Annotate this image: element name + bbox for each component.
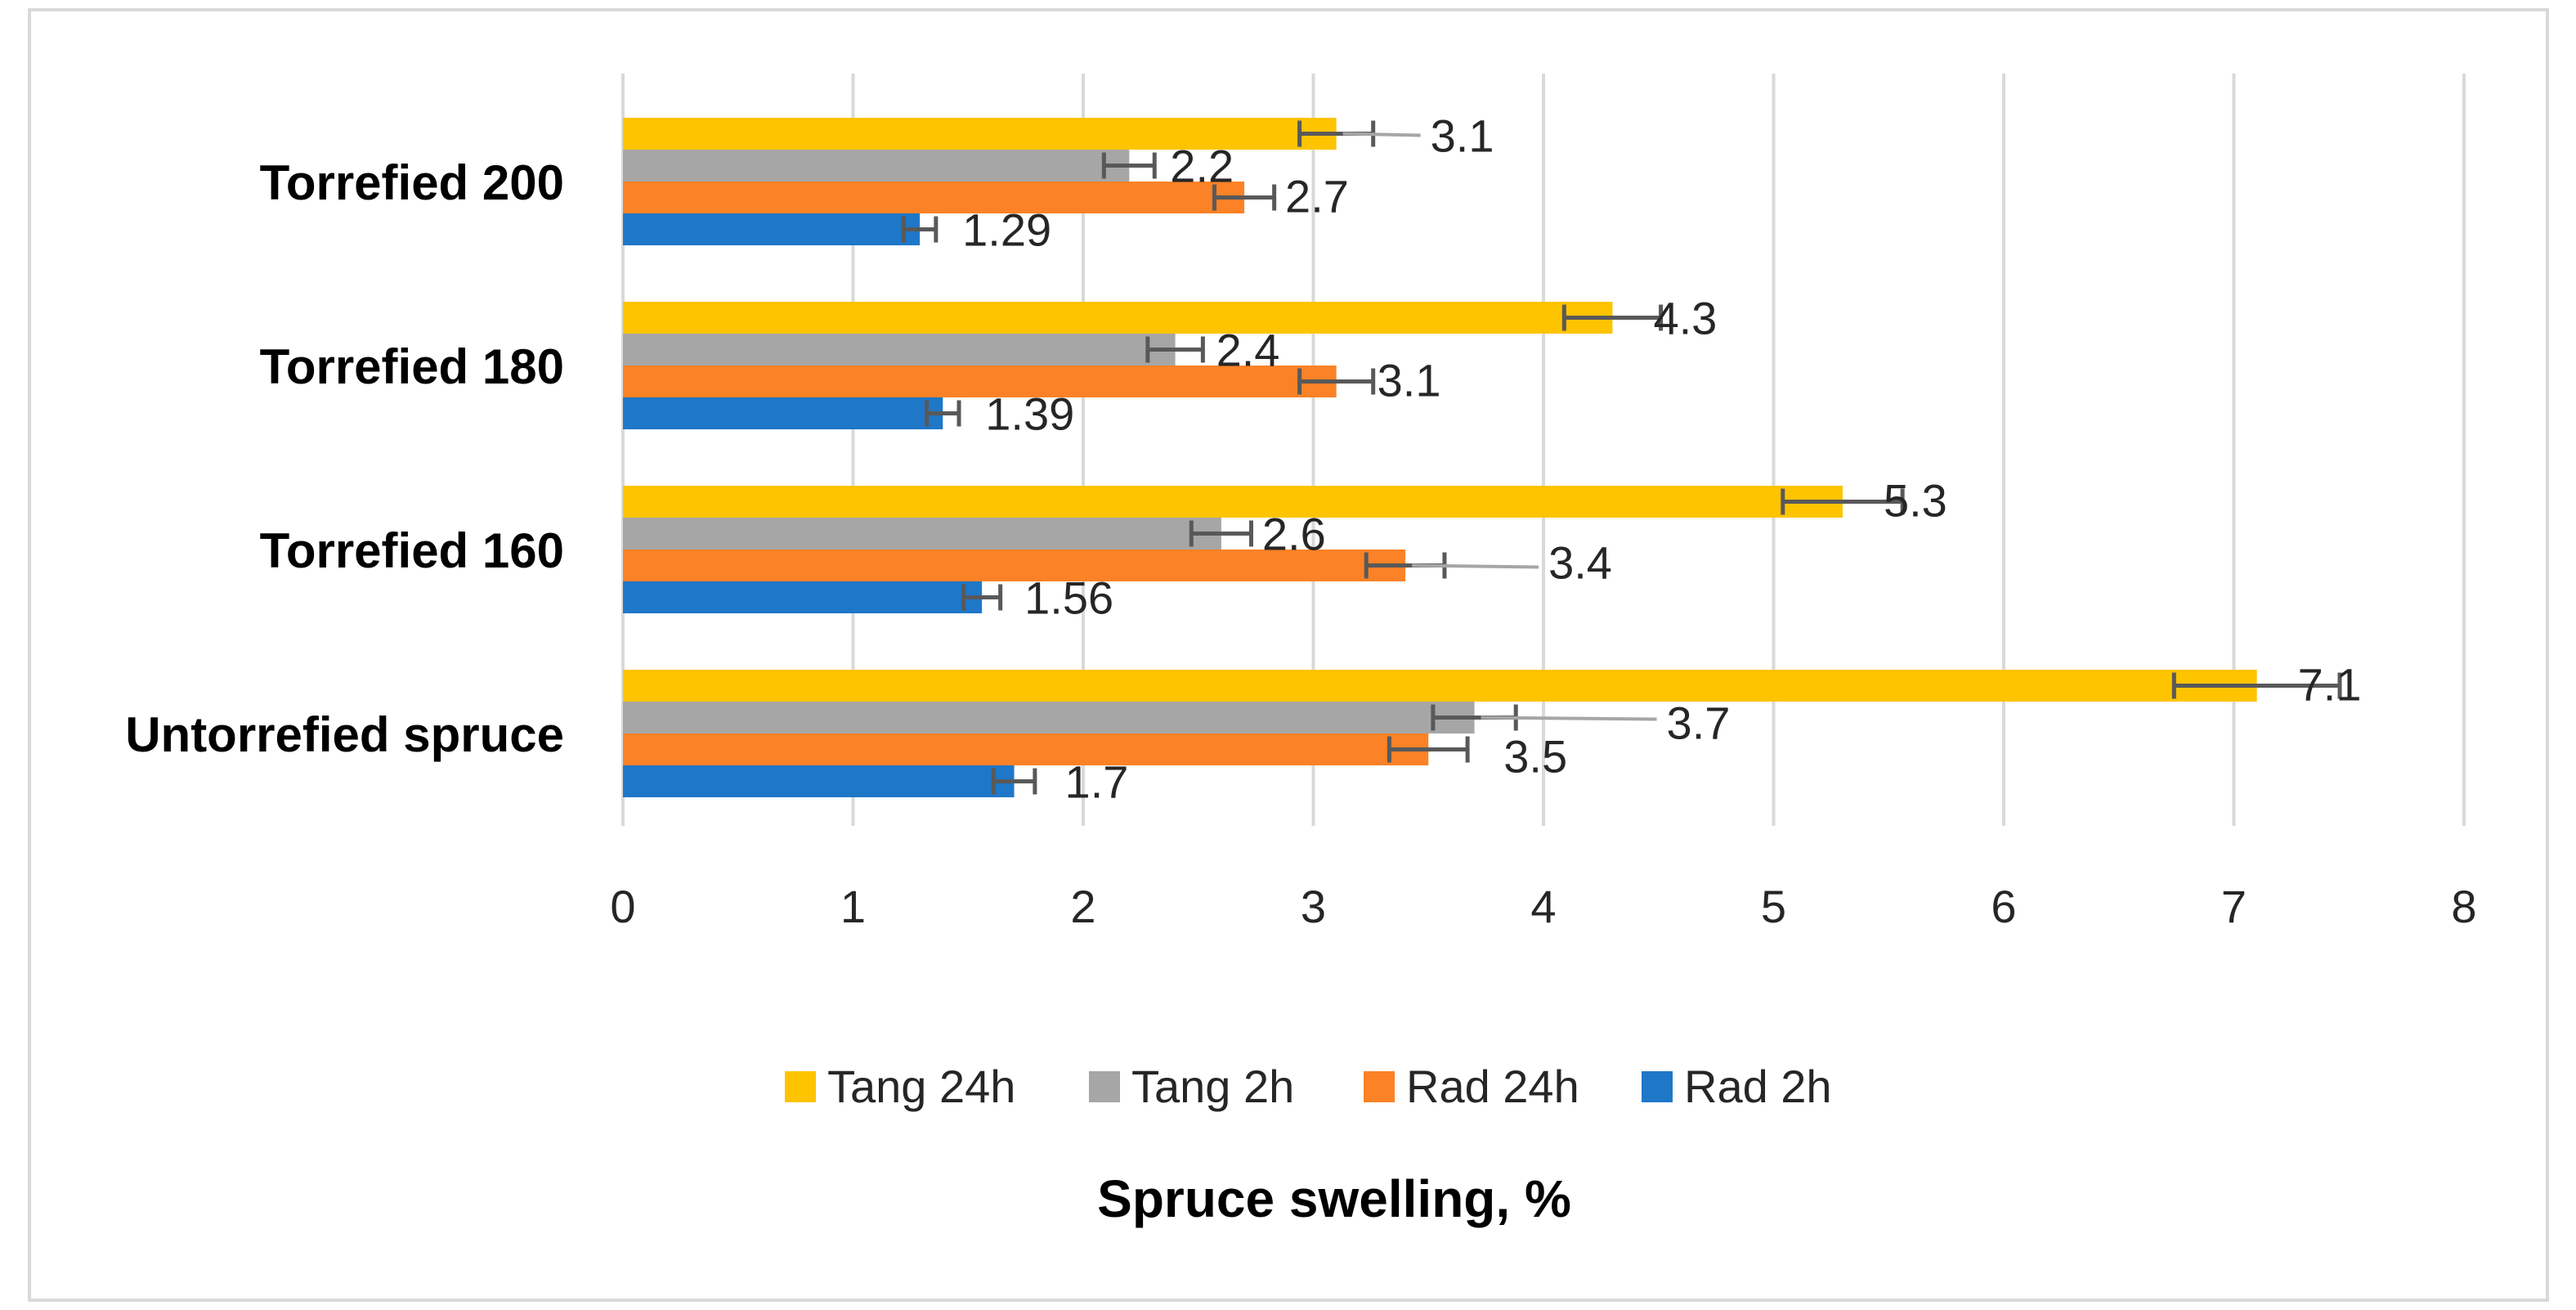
bar-tang-2h bbox=[623, 334, 1176, 366]
data-label: 4.3 bbox=[1653, 293, 1717, 344]
x-tick-label: 8 bbox=[2451, 881, 2476, 932]
bar-tang-2h bbox=[623, 150, 1130, 182]
category-label: Untorrefied spruce bbox=[125, 707, 564, 762]
bar-rad-2h bbox=[623, 581, 983, 613]
category-labels: Untorrefied spruce Torrefied 160 Torrefied… bbox=[125, 155, 564, 762]
bar-rad-2h bbox=[623, 765, 1015, 797]
bar-tang-2h bbox=[623, 702, 1475, 734]
legend-swatch bbox=[1364, 1071, 1395, 1102]
bar-rad-24h bbox=[623, 550, 1406, 581]
x-tick-label: 0 bbox=[610, 881, 635, 932]
x-tick-label: 3 bbox=[1301, 881, 1326, 932]
bar-rad-24h bbox=[623, 366, 1337, 397]
category-label: Torrefied 180 bbox=[260, 339, 564, 394]
label-leader-line bbox=[1412, 563, 1539, 569]
data-label: 2.4 bbox=[1216, 325, 1280, 376]
legend-swatch bbox=[785, 1071, 816, 1102]
label-leader-line bbox=[1342, 132, 1421, 137]
bar-tang-24h bbox=[623, 670, 2257, 702]
bar-tang-24h bbox=[623, 118, 1337, 150]
data-label: 3.1 bbox=[1378, 355, 1441, 406]
label-leader-lines bbox=[1342, 132, 1657, 721]
data-label: 3.1 bbox=[1431, 110, 1494, 162]
x-axis-title: Spruce swelling, % bbox=[1097, 1169, 1571, 1228]
data-label: 3.7 bbox=[1667, 698, 1731, 749]
x-tick-label: 5 bbox=[1761, 881, 1786, 932]
category-label: Torrefied 160 bbox=[260, 523, 564, 578]
legend-swatch bbox=[1089, 1071, 1120, 1102]
label-leader-line bbox=[1481, 716, 1657, 721]
data-label: 1.39 bbox=[985, 388, 1074, 440]
error-bars bbox=[901, 120, 2342, 795]
data-label: 5.3 bbox=[1884, 475, 1947, 527]
data-label: 2.7 bbox=[1285, 171, 1349, 222]
x-axis-tick-labels: 0 1 2 3 4 5 6 7 8 bbox=[610, 881, 2476, 932]
legend-label: Rad 24h bbox=[1406, 1061, 1579, 1112]
x-tick-label: 7 bbox=[2221, 881, 2247, 932]
legend-label: Tang 24h bbox=[827, 1061, 1015, 1112]
bar-tang-24h bbox=[623, 302, 1613, 334]
bar-rad-2h bbox=[623, 397, 943, 429]
legend-label: Tang 2h bbox=[1131, 1061, 1294, 1112]
x-tick-label: 1 bbox=[840, 881, 866, 932]
data-label: 2.2 bbox=[1170, 141, 1234, 192]
data-label: 3.4 bbox=[1548, 537, 1612, 589]
bar-rad-24h bbox=[623, 734, 1429, 765]
bar-rad-24h bbox=[623, 182, 1245, 213]
category-label: Torrefied 200 bbox=[260, 155, 564, 210]
legend-swatch bbox=[1642, 1071, 1673, 1102]
data-label: 3.5 bbox=[1503, 731, 1567, 783]
data-labels: 1.7 1.56 1.39 1.29 3.5 3.4 3.1 2.7 3.7 2.6 2.4 2.2 7… bbox=[962, 110, 2361, 808]
x-tick-label: 4 bbox=[1530, 881, 1556, 932]
chart-frame bbox=[28, 8, 2549, 1302]
x-tick-label: 2 bbox=[1070, 881, 1095, 932]
bar-tang-24h bbox=[623, 486, 1843, 518]
bars bbox=[623, 118, 2257, 797]
data-label: 1.29 bbox=[962, 204, 1051, 256]
x-tick-label: 6 bbox=[1991, 881, 2016, 932]
data-label: 7.1 bbox=[2298, 659, 2362, 711]
data-label: 1.56 bbox=[1024, 572, 1113, 624]
bar-tang-2h bbox=[623, 518, 1221, 550]
legend: Tang 24h Tang 2h Rad 24h Rad 2h bbox=[785, 1061, 1832, 1112]
legend-label: Rad 2h bbox=[1684, 1061, 1832, 1112]
data-label: 1.7 bbox=[1065, 756, 1129, 808]
data-label: 2.6 bbox=[1262, 509, 1326, 560]
bar-rad-2h bbox=[623, 213, 921, 245]
